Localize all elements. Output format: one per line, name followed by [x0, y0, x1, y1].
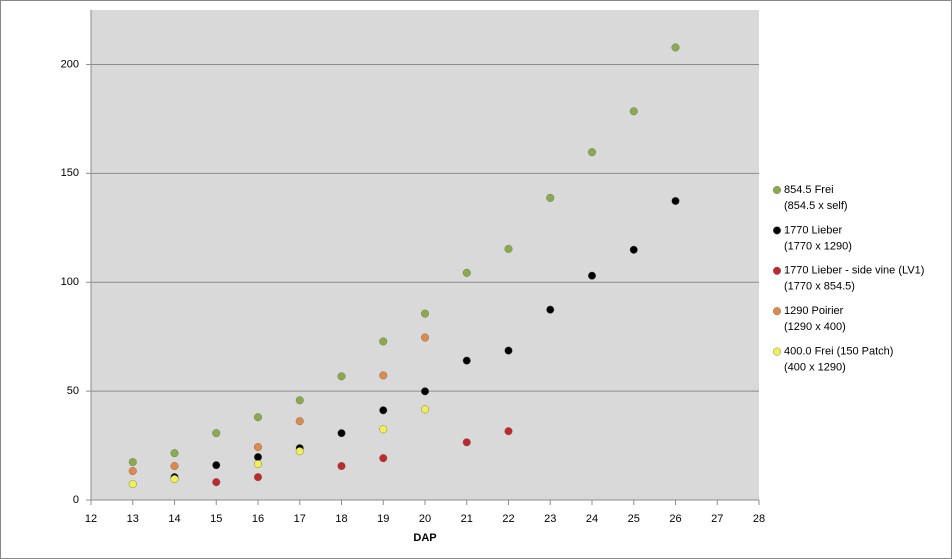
- data-point: [170, 462, 179, 471]
- data-point: [421, 387, 430, 396]
- data-point: [212, 461, 221, 470]
- data-point: [212, 478, 221, 487]
- data-point: [421, 309, 430, 318]
- legend-marker: [773, 185, 782, 194]
- data-point: [588, 148, 597, 157]
- data-point: [128, 480, 137, 489]
- data-point: [379, 406, 388, 415]
- x-tick-label: 19: [377, 513, 389, 525]
- x-tick-label: 25: [628, 513, 640, 525]
- x-tick-label: 27: [711, 513, 723, 525]
- data-point: [504, 427, 513, 436]
- x-tick-label: 23: [544, 513, 556, 525]
- legend-label: 400.0 Frei (150 Patch): [784, 346, 893, 358]
- data-point: [546, 305, 555, 314]
- data-point: [504, 244, 513, 253]
- data-point: [629, 107, 638, 116]
- data-point: [546, 193, 555, 202]
- legend-label: 1770 Lieber: [784, 224, 842, 236]
- x-tick-label: 17: [294, 513, 306, 525]
- legend-label: 854.5 Frei: [784, 184, 834, 196]
- data-point: [295, 417, 304, 426]
- legend-label: 1290 Poirier: [784, 305, 844, 317]
- x-tick-label: 24: [586, 513, 598, 525]
- y-tick-label: 150: [61, 167, 79, 179]
- data-point: [671, 43, 680, 52]
- data-point: [588, 271, 597, 280]
- data-point: [379, 371, 388, 380]
- data-point: [170, 449, 179, 458]
- data-point: [462, 356, 471, 365]
- x-tick-label: 26: [669, 513, 681, 525]
- x-tick-label: 15: [210, 513, 222, 525]
- x-tick-label: 12: [85, 513, 97, 525]
- legend-marker: [773, 307, 782, 316]
- data-point: [337, 372, 346, 381]
- legend-marker: [773, 266, 782, 275]
- x-tick-label: 22: [502, 513, 514, 525]
- data-point: [337, 429, 346, 438]
- data-point: [379, 337, 388, 346]
- legend-sublabel: (854.5 x self): [784, 200, 848, 212]
- data-point: [253, 453, 262, 462]
- data-point: [462, 438, 471, 447]
- x-tick-label: 16: [252, 513, 264, 525]
- data-point: [253, 413, 262, 422]
- data-point: [253, 473, 262, 482]
- data-point: [379, 454, 388, 463]
- data-point: [337, 462, 346, 471]
- legend-sublabel: (1770 x 1290): [784, 240, 852, 252]
- legend-marker: [773, 347, 782, 356]
- data-point: [170, 475, 179, 484]
- y-tick-label: 0: [73, 494, 79, 506]
- data-point: [128, 467, 137, 476]
- x-tick-label: 18: [335, 513, 347, 525]
- x-tick-label: 14: [168, 513, 180, 525]
- x-axis-label: DAP: [413, 532, 436, 544]
- data-point: [253, 443, 262, 452]
- y-tick-label: 50: [67, 385, 79, 397]
- y-tick-label: 200: [61, 58, 79, 70]
- data-point: [671, 196, 680, 205]
- data-point: [295, 447, 304, 456]
- data-point: [379, 425, 388, 434]
- data-point: [128, 458, 137, 467]
- data-point: [253, 460, 262, 469]
- data-point: [212, 429, 221, 438]
- data-point: [421, 405, 430, 414]
- x-tick-label: 13: [127, 513, 139, 525]
- x-tick-label: 20: [419, 513, 431, 525]
- x-tick-label: 21: [461, 513, 473, 525]
- data-point: [295, 396, 304, 405]
- y-tick-label: 100: [61, 276, 79, 288]
- legend-sublabel: (1290 x 400): [784, 321, 846, 333]
- legend-marker: [773, 226, 782, 235]
- legend-sublabel: (1770 x 854.5): [784, 281, 855, 293]
- legend-sublabel: (400 x 1290): [784, 362, 846, 374]
- plot-area: [91, 10, 759, 500]
- legend-label: 1770 Lieber - side vine (LV1): [784, 265, 924, 277]
- data-point: [629, 245, 638, 254]
- x-tick-label: 28: [753, 513, 765, 525]
- data-point: [421, 333, 430, 342]
- data-point: [504, 346, 513, 355]
- data-point: [462, 268, 471, 277]
